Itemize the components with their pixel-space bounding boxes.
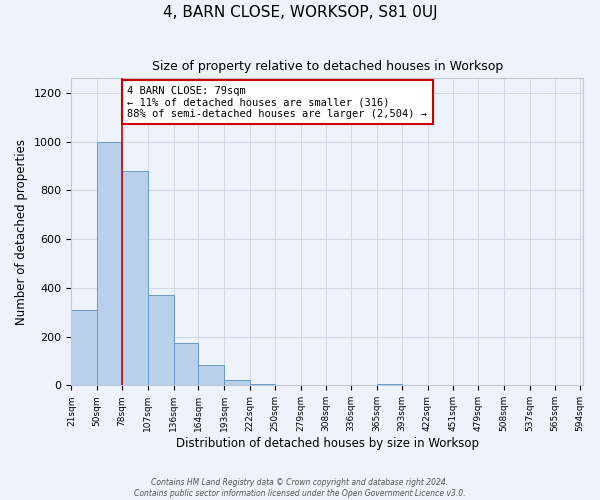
Bar — [199, 364, 224, 386]
Y-axis label: Number of detached properties: Number of detached properties — [15, 139, 28, 325]
Bar — [173, 342, 199, 386]
X-axis label: Distribution of detached houses by size in Worksop: Distribution of detached houses by size … — [176, 437, 479, 450]
Title: Size of property relative to detached houses in Worksop: Size of property relative to detached ho… — [152, 60, 503, 73]
Text: 4 BARN CLOSE: 79sqm
← 11% of detached houses are smaller (316)
88% of semi-detac: 4 BARN CLOSE: 79sqm ← 11% of detached ho… — [127, 86, 427, 119]
Bar — [148, 295, 173, 386]
Text: 4, BARN CLOSE, WORKSOP, S81 0UJ: 4, BARN CLOSE, WORKSOP, S81 0UJ — [163, 5, 437, 20]
Bar — [71, 310, 97, 386]
Bar — [250, 384, 275, 386]
Bar — [97, 142, 122, 386]
Bar — [224, 380, 250, 386]
Text: Contains HM Land Registry data © Crown copyright and database right 2024.
Contai: Contains HM Land Registry data © Crown c… — [134, 478, 466, 498]
Bar — [377, 384, 402, 386]
Bar — [122, 171, 148, 386]
